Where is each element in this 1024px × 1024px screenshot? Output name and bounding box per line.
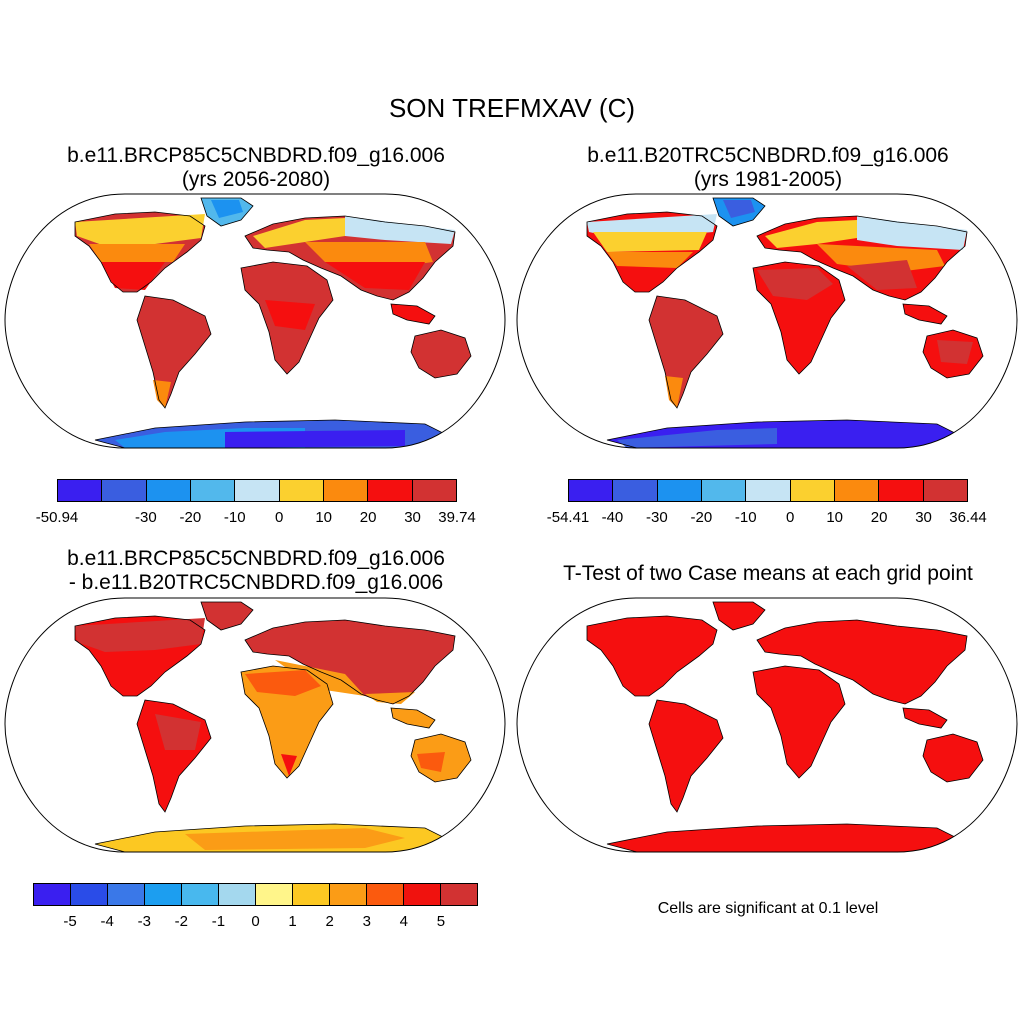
cb3-swatch [145, 884, 182, 905]
cb1-swatch [235, 480, 280, 501]
map-panel2 [516, 193, 1018, 449]
cb1-swatch [146, 480, 191, 501]
panel2-title-line2: (yrs 1981-2005) [693, 168, 843, 191]
cb2-swatch [701, 480, 747, 501]
cb3-swatch [404, 884, 441, 905]
cb2-swatch [613, 480, 658, 501]
panel1-title-line2: (yrs 2056-2080) [181, 168, 331, 191]
cb2-swatch [923, 480, 967, 501]
cb2-swatch [746, 480, 791, 501]
map2-globe-outline [516, 193, 1018, 449]
panel3-title-line1: b.e11.BRCP85C5CNBDRD.f09_g16.006 [67, 547, 445, 570]
cb2-swatch [790, 480, 835, 501]
panel1-title-line1: b.e11.BRCP85C5CNBDRD.f09_g16.006 [67, 144, 445, 167]
panel4-title: T-Test of two Case means at each grid po… [512, 562, 1024, 586]
cb2-tick-label: 36.44 [949, 509, 987, 526]
cb3-tick-label: -5 [63, 913, 77, 930]
map-panel3 [4, 597, 506, 853]
cb3-tick-label: -2 [174, 913, 188, 930]
cb2-tick-label: -54.41 [546, 509, 590, 526]
cb3-tick-label: -4 [100, 913, 114, 930]
cb1-tick-label: -50.94 [35, 509, 79, 526]
cb2-swatch [834, 480, 880, 501]
cb2-tick-label: 10 [826, 509, 843, 526]
cb3-swatch [108, 884, 145, 905]
cb1-tick-label: 39.74 [438, 509, 476, 526]
figure-title: SON TREFMXAV (C) [388, 93, 636, 123]
cb2-tick-label: -40 [601, 509, 624, 526]
cb3-tick-label: 0 [251, 913, 260, 930]
map4-land [587, 602, 983, 852]
cb3-swatch [256, 884, 293, 905]
cb3-tick-label: -3 [137, 913, 151, 930]
cb1-swatch [412, 480, 456, 501]
cb1-swatch [58, 480, 103, 501]
cb3-swatch [71, 884, 108, 905]
significance-note: Cells are significant at 0.1 level [657, 900, 879, 917]
cb1-swatch [190, 480, 236, 501]
panel4-title-line1: T-Test of two Case means at each grid po… [563, 562, 973, 585]
panel3-title: b.e11.BRCP85C5CNBDRD.f09_g16.006 - b.e11… [0, 547, 512, 595]
map-panel4 [516, 597, 1018, 853]
cb3-swatch [34, 884, 71, 905]
cb1-swatch [279, 480, 324, 501]
cb2-swatch [569, 480, 614, 501]
cb3-tick-label: 5 [436, 913, 446, 930]
cb1-tick-label: -30 [135, 509, 157, 526]
cb3-tick-label: 1 [288, 913, 297, 930]
cb2-tick-label: 0 [786, 509, 795, 526]
map4-globe-outline [516, 597, 1018, 853]
cb1-tick-label: 0 [275, 509, 284, 526]
cb1-tick-label: -10 [223, 509, 246, 526]
cb2-swatch [879, 480, 924, 501]
cb3-tick-label: 2 [325, 913, 334, 930]
cb3-swatch [219, 884, 256, 905]
panel1-title: b.e11.BRCP85C5CNBDRD.f09_g16.006 (yrs 20… [0, 144, 512, 192]
colorbar3 [33, 883, 478, 906]
cb3-tick-label: 3 [362, 913, 371, 930]
map2-land [587, 198, 983, 448]
map1-land [75, 198, 471, 448]
cb1-tick-label: -20 [179, 509, 202, 526]
cb3-swatch [330, 884, 367, 905]
map1-globe-outline [4, 193, 506, 449]
map3-land [75, 602, 471, 852]
cb1-tick-label: 10 [315, 509, 332, 526]
cb3-tick-label: -1 [211, 913, 226, 930]
panel2-title-line1: b.e11.B20TRC5CNBDRD.f09_g16.006 [587, 144, 949, 167]
cb3-swatch [367, 884, 404, 905]
cb2-tick-label: -20 [690, 509, 713, 526]
cb1-tick-label: 30 [404, 509, 421, 526]
cb3-swatch [293, 884, 330, 905]
cb3-swatch [441, 884, 477, 905]
colorbar2 [568, 479, 968, 502]
cb2-swatch [657, 480, 702, 501]
cb2-tick-label: 20 [870, 509, 888, 526]
cb2-tick-label: -10 [734, 509, 757, 526]
cb1-swatch [368, 480, 413, 501]
cb3-tick-label: 4 [399, 913, 408, 930]
cb2-tick-label: 30 [915, 509, 932, 526]
colorbar1 [57, 479, 457, 502]
panel3-title-line2: - b.e11.B20TRC5CNBDRD.f09_g16.006 [68, 571, 444, 594]
cb1-tick-label: 20 [359, 509, 377, 526]
cb1-swatch [102, 480, 147, 501]
map-panel1 [4, 193, 506, 449]
map3-globe-outline [4, 597, 506, 853]
panel2-title: b.e11.B20TRC5CNBDRD.f09_g16.006 (yrs 198… [512, 144, 1024, 192]
cb2-tick-label: -30 [646, 509, 668, 526]
cb3-swatch [182, 884, 219, 905]
cb1-swatch [323, 480, 369, 501]
